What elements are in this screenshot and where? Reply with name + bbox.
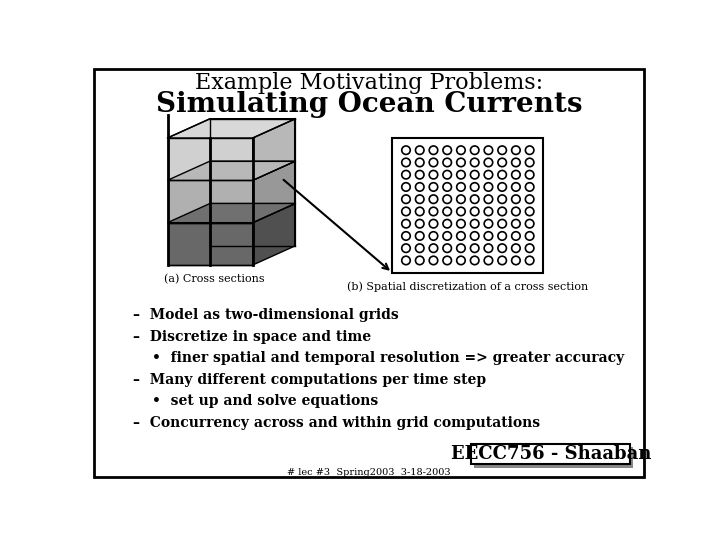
Bar (474, 448, 634, 468)
Polygon shape (253, 204, 295, 265)
Text: –  Many different computations per time step: – Many different computations per time s… (132, 373, 486, 387)
Text: (a) Cross sections: (a) Cross sections (163, 274, 264, 284)
Text: –  Model as two-dimensional grids: – Model as two-dimensional grids (132, 308, 398, 322)
Text: # lec #3  Spring2003  3-18-2003: # lec #3 Spring2003 3-18-2003 (287, 468, 451, 477)
Polygon shape (168, 161, 295, 180)
Text: –  Discretize in space and time: – Discretize in space and time (132, 329, 371, 343)
Polygon shape (168, 138, 253, 180)
Text: Simulating Ocean Currents: Simulating Ocean Currents (156, 91, 582, 118)
Text: •  finer spatial and temporal resolution => greater accuracy: • finer spatial and temporal resolution … (152, 351, 624, 365)
Bar (472, 444, 630, 464)
Polygon shape (168, 204, 295, 222)
Polygon shape (168, 222, 253, 265)
Text: •  set up and solve equations: • set up and solve equations (152, 394, 378, 408)
Text: (b) Spatial discretization of a cross section: (b) Spatial discretization of a cross se… (347, 281, 588, 292)
Polygon shape (168, 180, 253, 222)
Text: Example Motivating Problems:: Example Motivating Problems: (195, 72, 543, 94)
Polygon shape (253, 119, 295, 180)
Text: EECC756 - Shaaban: EECC756 - Shaaban (451, 446, 651, 463)
Text: –  Concurrency across and within grid computations: – Concurrency across and within grid com… (132, 416, 540, 430)
Bar (392, 138, 544, 273)
Polygon shape (168, 119, 295, 138)
Polygon shape (253, 161, 295, 222)
